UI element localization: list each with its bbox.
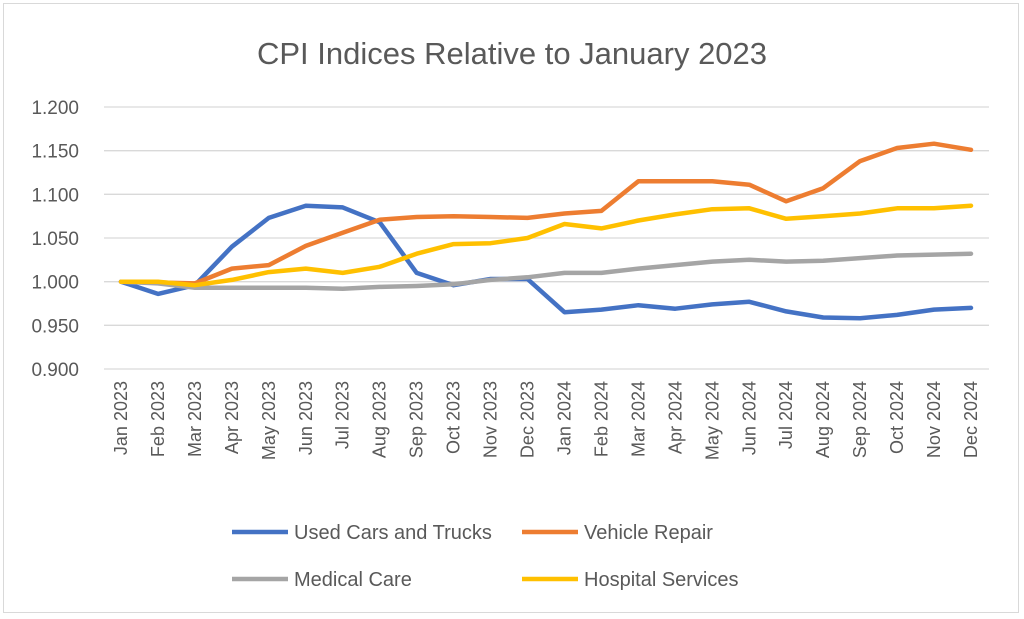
x-tick-label: Oct 2023 — [444, 381, 464, 454]
x-tick-label: Nov 2023 — [481, 381, 501, 458]
x-tick-label: Nov 2024 — [924, 381, 944, 458]
x-tick-label: Jul 2023 — [333, 381, 353, 449]
x-tick-label: Dec 2024 — [961, 381, 981, 458]
x-tick-label: Sep 2024 — [850, 381, 870, 458]
x-tick-label: Jul 2024 — [776, 381, 796, 449]
x-tick-label: Feb 2024 — [591, 381, 611, 457]
x-axis-ticks: Jan 2023 Feb 2023 Mar 2023 Apr 2023 May 2023… — [111, 381, 981, 460]
x-tick-label: Aug 2023 — [370, 381, 390, 458]
x-tick-label: Jun 2023 — [296, 381, 316, 455]
series-line-3 — [118, 203, 974, 288]
legend-item: Medical Care — [232, 569, 412, 591]
y-tick-label: 1.200 — [31, 98, 79, 119]
y-axis-ticks: 1.200 1.150 1.100 1.050 1.000 0.950 0.900 — [31, 98, 79, 381]
series-line-0 — [118, 203, 974, 321]
legend-label: Used Cars and Trucks — [294, 522, 492, 544]
legend-item: Used Cars and Trucks — [232, 522, 492, 544]
y-tick-label: 1.000 — [31, 273, 79, 294]
y-tick-label: 1.100 — [31, 185, 79, 206]
legend-label: Hospital Services — [584, 569, 739, 591]
y-tick-label: 1.150 — [31, 142, 79, 163]
legend-label: Vehicle Repair — [584, 522, 713, 544]
x-tick-label: Jan 2024 — [554, 381, 574, 455]
chart-frame: CPI Indices Relative to January 2023 1.2… — [3, 3, 1019, 613]
legend-item: Hospital Services — [522, 569, 739, 591]
x-tick-label: Sep 2023 — [407, 381, 427, 458]
x-tick-label: Feb 2023 — [148, 381, 168, 457]
y-tick-label: 0.950 — [31, 316, 79, 337]
x-tick-label: Dec 2023 — [518, 381, 538, 458]
y-tick-label: 1.050 — [31, 229, 79, 250]
x-tick-label: Apr 2024 — [665, 381, 685, 454]
x-tick-label: Jan 2023 — [111, 381, 131, 455]
legend: Used Cars and Trucks Vehicle Repair Medica… — [232, 522, 739, 591]
line-chart: CPI Indices Relative to January 2023 1.2… — [31, 36, 989, 591]
x-tick-label: Oct 2024 — [887, 381, 907, 454]
chart-title: CPI Indices Relative to January 2023 — [257, 36, 767, 71]
series-lines — [118, 141, 974, 321]
x-tick-label: Mar 2023 — [185, 381, 205, 457]
series-line-1 — [118, 141, 974, 286]
y-tick-label: 0.900 — [31, 360, 79, 381]
legend-label: Medical Care — [294, 569, 412, 591]
x-tick-label: May 2024 — [702, 381, 722, 460]
series-line-2 — [118, 251, 974, 291]
legend-item: Vehicle Repair — [522, 522, 713, 544]
x-tick-label: Apr 2023 — [222, 381, 242, 454]
x-tick-label: Mar 2024 — [628, 381, 648, 457]
x-tick-label: May 2023 — [259, 381, 279, 460]
gridlines — [104, 106, 989, 370]
x-tick-label: Jun 2024 — [739, 381, 759, 455]
x-tick-label: Aug 2024 — [813, 381, 833, 458]
